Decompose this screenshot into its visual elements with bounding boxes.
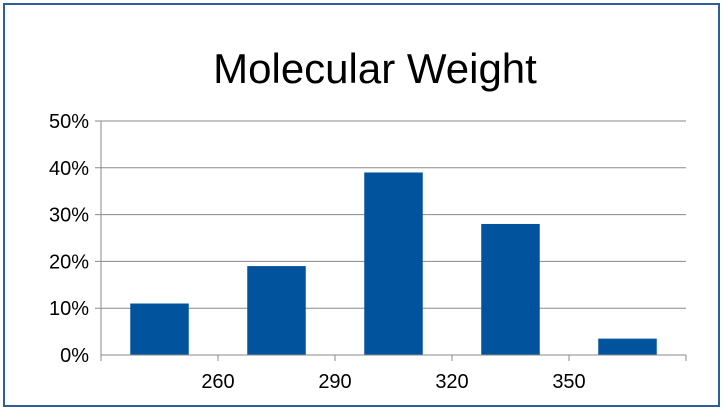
x-axis [100, 121, 687, 361]
chart-title: Molecular Weight [213, 45, 537, 92]
x-tick-label: 320 [435, 371, 468, 393]
bar [598, 338, 657, 355]
bar [481, 223, 540, 355]
bar [130, 303, 189, 355]
y-tick-label: 10% [49, 298, 89, 320]
x-tick-label: 350 [552, 371, 585, 393]
bar [247, 266, 306, 355]
x-tick-label: 290 [318, 371, 351, 393]
bar-chart: Molecular Weight 0% 10% 20% 30% 40% 50% 260 29… [49, 45, 687, 393]
x-tick-label: 260 [201, 371, 234, 393]
y-tick-label: 20% [49, 251, 89, 273]
y-tick-label: 50% [49, 111, 89, 133]
x-axis-ticks: 260 290 320 350 [201, 371, 585, 393]
y-tick-label: 30% [49, 205, 89, 227]
y-tick-label: 40% [49, 158, 89, 180]
chart-frame: Molecular Weight 0% 10% 20% 30% 40% 50% 260 29… [3, 3, 720, 407]
bars [130, 172, 657, 355]
y-tick-label: 0% [60, 345, 89, 367]
bar [364, 172, 423, 355]
y-axis-ticks: 0% 10% 20% 30% 40% 50% [49, 111, 89, 367]
